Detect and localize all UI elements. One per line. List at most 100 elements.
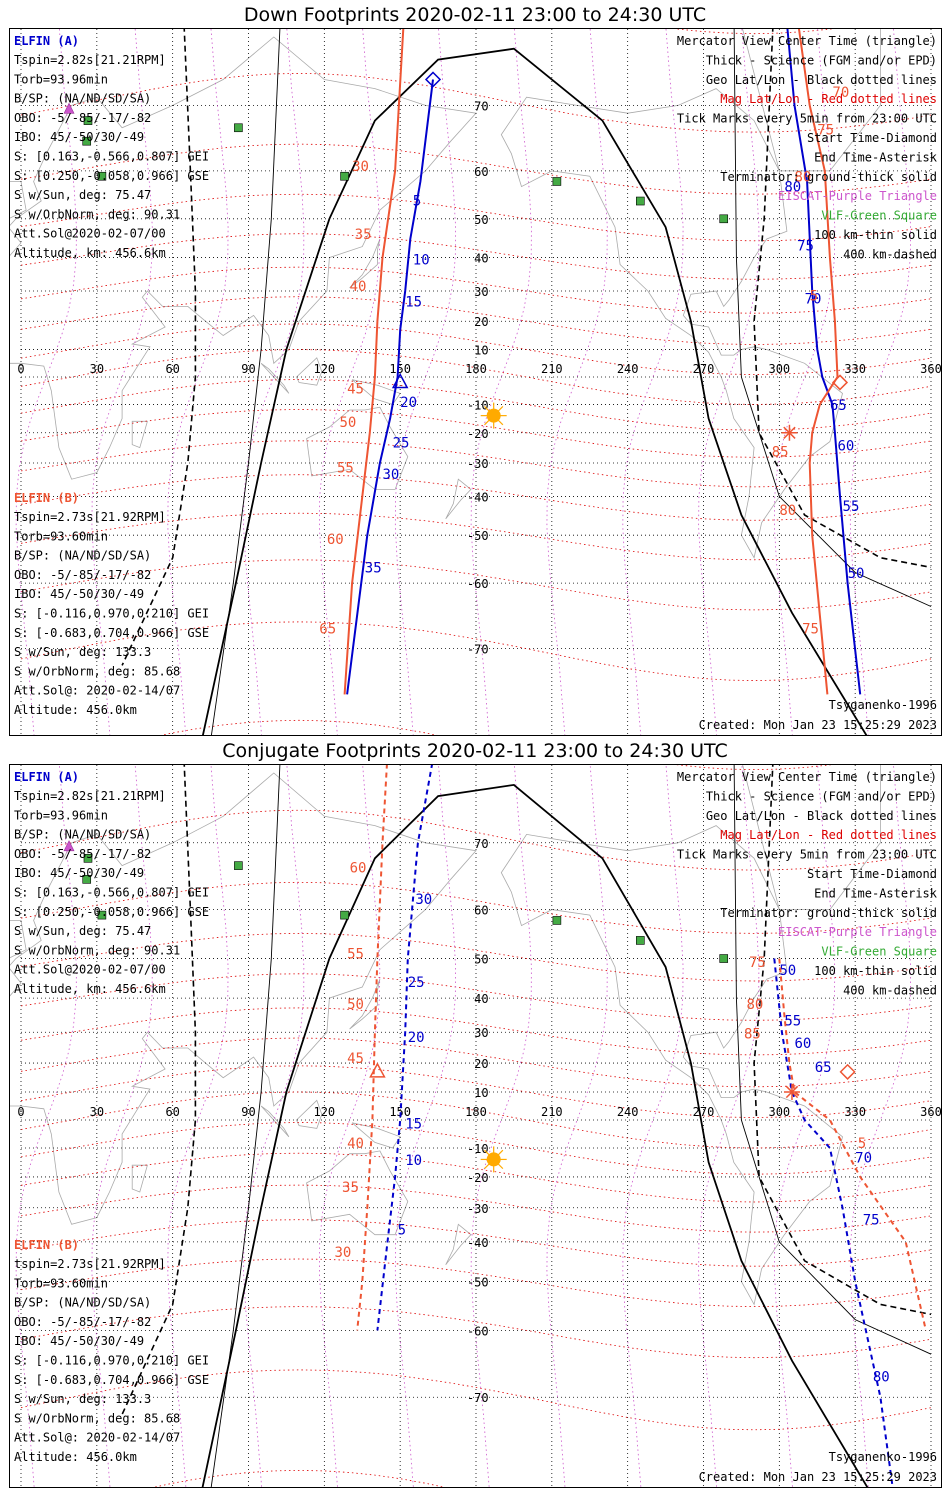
tick-time-label: 30 [415,892,432,908]
continent-outline [351,379,401,405]
tick-time-label: 50 [347,997,364,1013]
elfin-a-info-line: IBO: 45/-50/30/-49 [14,866,144,880]
elfin-a-info-line: OBO: -5/-85/-17/-82 [14,847,151,861]
tick-time-label: 65 [815,1060,832,1076]
lon-tick-label: 300 [768,362,790,376]
lat-tick-label: 70 [474,837,488,851]
lat-tick-label: 60 [474,165,488,179]
mag-latitude-line [20,1152,932,1203]
lat-tick-label: 30 [474,285,488,299]
lat-tick-label: -10 [467,398,489,412]
sun-disk [486,1152,501,1167]
tick-time-label: 10 [405,1153,422,1169]
tick-time-label: 40 [347,1136,364,1152]
vlf-station-square [636,936,645,945]
vlf-station-square [719,214,729,224]
vlf-station-square [719,954,729,963]
mag-latitude-line [20,809,932,871]
tick-time-label: 30 [352,159,369,175]
terminator-100km-line [733,765,932,1355]
lat-tick-label: -20 [467,1171,489,1185]
footprint-series: 5 10 15 20 25 30 35 [346,71,442,695]
mag-longitude-line [849,765,912,1487]
created-timestamp: Created: Mon Jan 23 15:25:29 2023 [699,718,937,732]
mag-longitude-line [546,765,608,1487]
legend-item: 100 km-thin solid [814,964,937,978]
legend-item: Thick - Science (FGM and/or EPD) [706,789,937,803]
panel-title-down: Down Footprints 2020-02-11 23:00 to 24:3… [243,4,707,26]
elfin-b-info-line: S w/OrbNorm, deg: 85.68 [14,664,180,678]
mag-latitude-line [20,323,932,375]
vlf-station-square [97,910,107,920]
mag-longitude-line [773,29,836,735]
legend-item: Tick Marks every 5min from 23:00 UTC [677,112,937,126]
tick-time-label: 20 [408,1030,425,1046]
legend-item: EISCAT-Purple Triangle [778,925,937,939]
mag-latitude-line [20,1306,932,1359]
lon-tick-label: 210 [541,362,563,376]
mag-longitude-line [773,765,836,1487]
lon-tick-label: 0 [17,1105,24,1119]
legend-item: Geo Lat/Lon - Black dotted lines [706,809,937,823]
legend-item: Tick Marks every 5min from 23:00 UTC [677,848,937,862]
continent-outline [500,88,843,559]
mag-longitude-line [622,29,684,735]
mag-longitude-line [394,765,457,1487]
lat-tick-label: 10 [474,1086,488,1100]
terminator-400km-line [121,765,197,1415]
mag-latitude-line [20,474,932,521]
mag-latitude-line [20,1184,932,1233]
vlf-station-square [83,854,93,863]
lat-tick-label: -60 [467,577,489,591]
tick-time-label: 25 [393,436,410,452]
continent-outline [306,1150,409,1236]
tick-time-label: 5 [810,288,818,304]
continent-outline [296,1099,323,1129]
elfin-b-info-line: OBO: -5/-85/-17/-82 [14,568,151,582]
elfin-a-info-line: OBO: -5/-85/-17/-82 [14,111,151,125]
mag-latitude-line [20,440,932,488]
lon-tick-label: 60 [165,1105,179,1119]
elfin-b-info-line: S: [-0.683,0.704,0.966] GSE [14,1373,209,1387]
vlf-station-square [82,136,92,146]
lon-tick-label: 270 [693,362,715,376]
elfin-a-info-line: S: [0.163,-0.566,0.807] GEI [14,150,209,164]
elfin-a-label: ELFIN (A) [14,34,79,48]
lat-tick-label: 50 [474,213,488,227]
elfin-b-info-line: Altitude: 456.0km [14,703,137,717]
elfin-a-info-line: Att.Sol@2020-02-07/00 [14,963,166,977]
continent-outline [10,919,27,959]
elfin-a-info-line: Att.Sol@2020-02-07/00 [14,227,166,241]
mag-longitude-line [622,765,684,1487]
legend-item: Terminator: ground-thick solid [720,906,937,920]
tick-time-label: 80 [746,997,763,1013]
legend-item: Mag Lat/Lon - Red dotted lines [720,92,937,106]
mag-latitude-line [20,1122,932,1175]
lon-tick-label: 330 [844,362,866,376]
tick-time-label: 70 [805,291,822,307]
legend-item: Start Time-Diamond [807,867,937,881]
elfin-a-info-line: B/SP: (NA/ND/SD/SA) [14,828,151,842]
tick-time-label: 50 [848,566,865,582]
lon-tick-label: 30 [90,362,104,376]
continent-outline [260,1105,290,1138]
mag-longitude-line [15,29,77,735]
elfin-a-info-line: S w/Sun, deg: 75.47 [14,188,151,202]
tick-time-label: 60 [837,439,854,455]
footprint-track [343,29,405,695]
mag-latitude-line [20,512,932,561]
elfin-a-info-line: S w/OrbNorm, deg: 90.31 [14,207,180,221]
tick-time-label: 5 [413,194,421,210]
tick-time-label: 35 [342,1180,359,1196]
tick-time-label: 75 [863,1212,880,1228]
tick-time-label: 15 [405,1116,422,1132]
info-text: ELFIN (A) Tspin=2.82s[21.21RPM] Torb=93.96… [14,770,938,1484]
terminator-layer [121,765,932,1487]
tick-time-label: 80 [795,169,812,185]
footprint-series: 3530252015105 [376,765,433,1331]
mag-latitude-line [20,932,932,982]
map-panel-down: 0 30 60 90 120 150 180 210 240 270 300 330 360 70 60 50… [9,28,942,736]
center-time-triangle [391,372,409,389]
mag-longitude-line [243,29,305,735]
footprint-series: 60 55 50 45 40 35 30 [334,765,388,1331]
